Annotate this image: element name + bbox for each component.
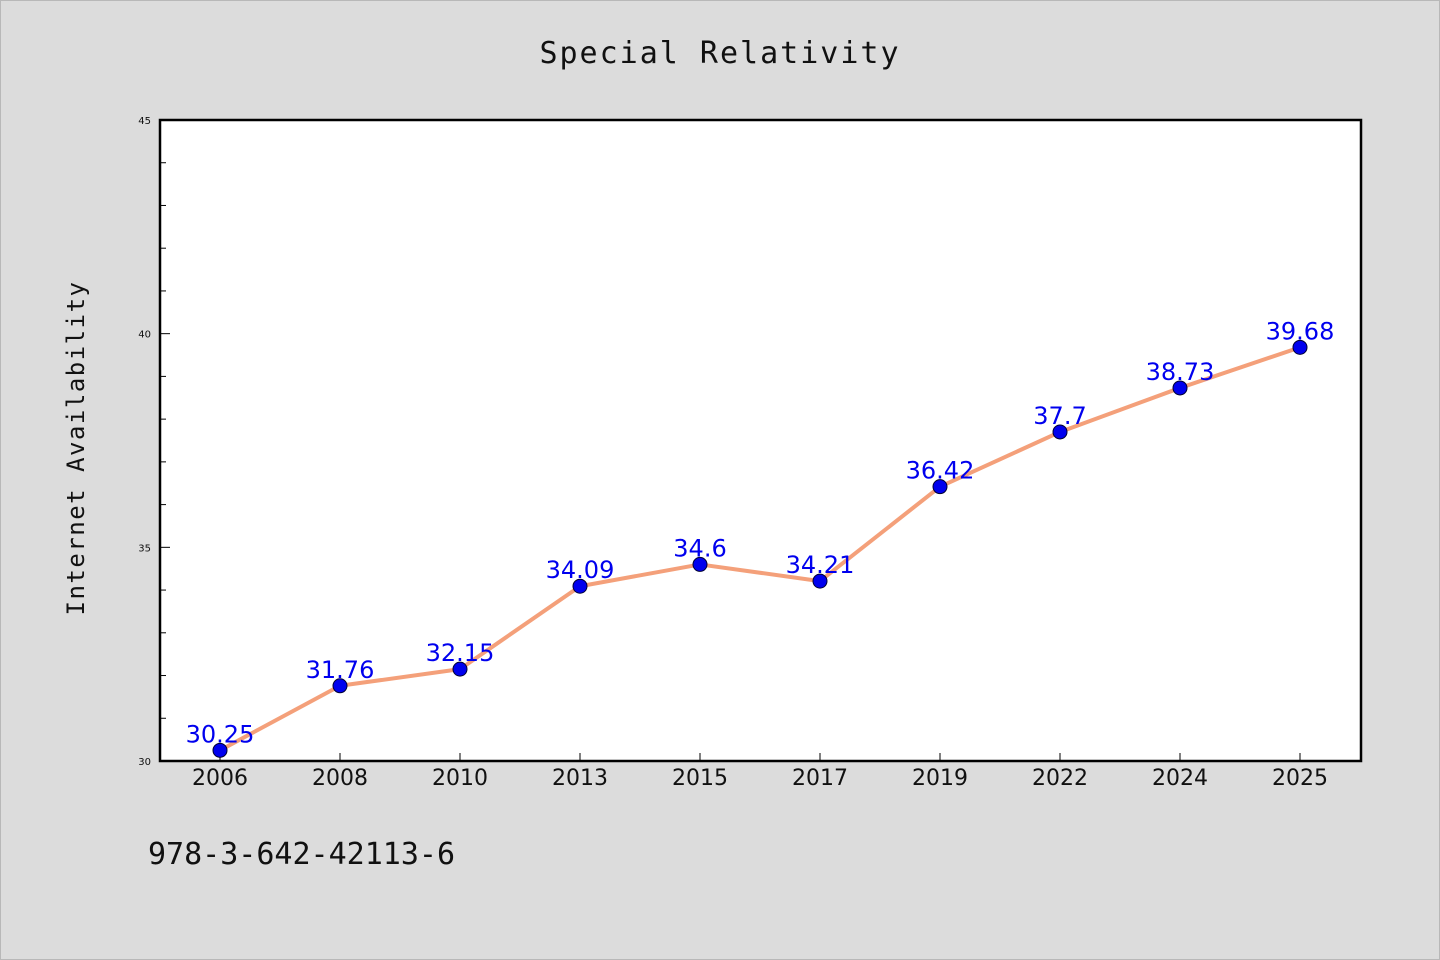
data-label: 32.15	[426, 639, 495, 667]
x-tick-label: 2008	[312, 766, 368, 791]
data-label: 34.21	[786, 551, 855, 579]
x-tick-label: 2019	[912, 766, 968, 791]
x-axis: 2006 2008 2010 2013 2015 2017 2019 2022 2024 2025	[192, 753, 1328, 791]
data-point	[812, 573, 828, 589]
data-point	[932, 479, 948, 495]
x-tick-label: 2013	[552, 766, 608, 791]
y-tick-label: 30	[138, 757, 151, 768]
y-axis: 30 35 40 45	[138, 116, 170, 768]
x-tick-label: 2006	[192, 766, 248, 791]
data-point	[1292, 339, 1308, 355]
data-label: 37.7	[1033, 402, 1086, 430]
data-point	[332, 678, 348, 694]
data-label: 34.6	[673, 534, 726, 562]
data-label: 36.42	[906, 457, 975, 485]
data-label: 30.25	[186, 720, 255, 748]
x-tick-label: 2025	[1272, 766, 1328, 791]
data-label: 34.09	[546, 556, 615, 584]
x-tick-label: 2017	[792, 766, 848, 791]
series-line	[218, 345, 1302, 753]
x-tick-label: 2022	[1032, 766, 1088, 791]
x-tick-label: 2024	[1152, 766, 1208, 791]
isbn-footer: 978-3-642-42113-6	[148, 837, 455, 872]
y-axis-label: Internet Availability	[62, 281, 90, 616]
data-labels: 30.25 31.76 32.15 34.09 34.6 34.21 36.42 37.7 38…	[186, 317, 1335, 748]
plot-area	[158, 118, 1363, 763]
chart-title: Special Relativity	[539, 36, 900, 71]
x-tick-label: 2010	[432, 766, 488, 791]
data-point	[212, 742, 228, 758]
data-point	[452, 661, 468, 677]
y-tick-label: 45	[138, 116, 151, 127]
y-tick-label: 40	[138, 330, 151, 341]
series-group	[212, 339, 1308, 758]
data-label: 31.76	[306, 656, 375, 684]
data-point	[692, 556, 708, 572]
x-tick-label: 2015	[672, 766, 728, 791]
data-point	[1052, 424, 1068, 440]
data-label: 38.73	[1146, 358, 1215, 386]
data-label: 39.68	[1266, 317, 1335, 345]
data-point	[572, 578, 588, 594]
data-point	[1172, 380, 1188, 396]
y-tick-label: 35	[138, 543, 151, 554]
